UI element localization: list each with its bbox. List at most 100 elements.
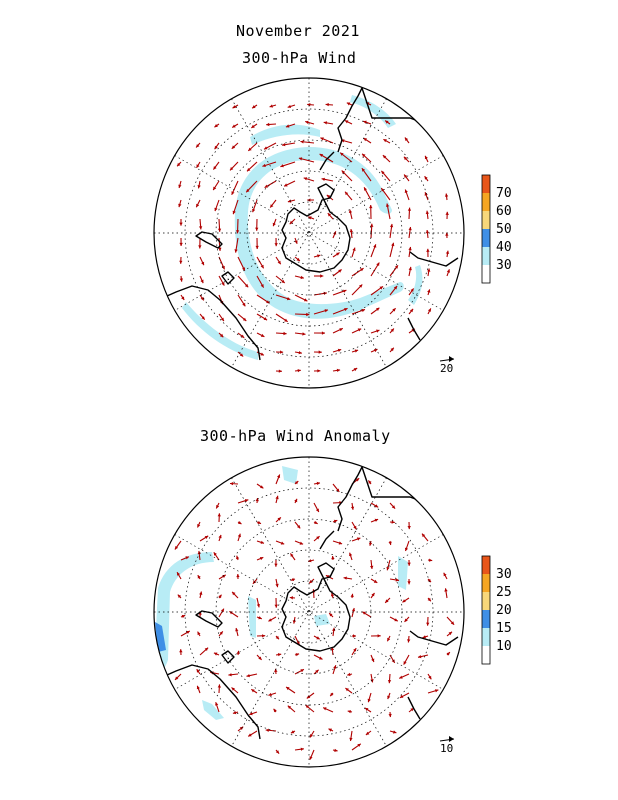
wind-vector-head xyxy=(385,203,390,207)
wind-vector-head xyxy=(306,695,311,699)
wind-vector-head xyxy=(234,249,238,253)
wind-vector-head xyxy=(425,210,429,214)
wind-vector-head xyxy=(265,728,269,732)
wind-vector-head xyxy=(349,552,353,557)
wind-vector-head xyxy=(391,659,395,663)
wind-vector-head xyxy=(315,508,319,512)
wind-vector-head xyxy=(317,369,321,373)
wind-vector-head xyxy=(364,187,367,191)
wind-vector-head xyxy=(357,328,362,332)
wind-vector-head xyxy=(343,289,347,293)
wind-vector-head xyxy=(353,648,357,652)
wind-colorbar-70 xyxy=(482,175,490,193)
wind-vector-head xyxy=(252,105,256,109)
anomaly-shading xyxy=(154,466,408,720)
wind-vector-head xyxy=(197,575,201,579)
wind-vector-head xyxy=(239,353,244,357)
wind-vector-head xyxy=(255,227,259,231)
wind-vector-head xyxy=(235,628,239,632)
anomaly-coastlines xyxy=(157,466,459,740)
wind-vector-head xyxy=(242,317,247,321)
wind-vector-head xyxy=(287,104,292,108)
wind-vector-head xyxy=(367,698,371,703)
wind-vector-head xyxy=(231,191,235,195)
wind-vector-head xyxy=(204,647,209,651)
wind-vector-head xyxy=(365,707,369,711)
anomaly-colorbar-15 xyxy=(482,610,490,628)
wind-vector-head xyxy=(275,635,279,640)
wind-vector-head xyxy=(268,692,272,697)
wind-vector-head xyxy=(370,223,374,227)
wind-jet-band xyxy=(234,147,404,319)
wind-vector-head xyxy=(277,260,281,265)
wind-vector-head xyxy=(379,286,383,290)
antarctica-coast xyxy=(281,183,351,273)
wind-map: 20 70 60 50 40 30 xyxy=(153,77,512,389)
wind-vector-head xyxy=(368,542,373,546)
wind-vector-head xyxy=(428,558,433,562)
wind-vector-head xyxy=(231,145,236,149)
wind-vector-head xyxy=(277,517,281,521)
anomaly-band-west xyxy=(154,552,214,673)
wind-vector-head xyxy=(408,266,412,271)
wind-vector-head xyxy=(280,350,284,354)
wind-vector-head xyxy=(363,138,367,142)
wind-vector-head xyxy=(318,350,322,354)
new-zealand-coast-anomaly xyxy=(195,610,223,628)
wind-colorbar-50 xyxy=(482,211,490,229)
wind-vector-head xyxy=(357,743,361,747)
wind-vector-head xyxy=(196,144,200,148)
wind-vector-head xyxy=(275,583,279,588)
wind-vector-head xyxy=(353,525,357,530)
wind-vector-head xyxy=(410,708,414,712)
wind-vector-head xyxy=(251,124,255,128)
wind-vector-head xyxy=(404,137,409,141)
wind-vector-head xyxy=(346,102,351,106)
wind-vector-head xyxy=(330,647,335,651)
wind-colorbar-30 xyxy=(482,247,490,265)
wind-vector-head xyxy=(249,712,253,716)
wind-vector-head xyxy=(445,211,449,215)
wind-vector-head xyxy=(287,705,292,709)
wind-vector-head xyxy=(294,498,298,503)
wind-colorbar-tick-30: 30 xyxy=(496,258,512,273)
wind-vector-head xyxy=(175,676,179,680)
wind-vector-head xyxy=(258,656,262,660)
wind-vector-head xyxy=(349,229,353,233)
wind-vector-head xyxy=(260,333,265,337)
wind-vector-head xyxy=(283,331,287,336)
wind-vector-head xyxy=(306,312,310,317)
anomaly-map-boundary xyxy=(153,456,465,768)
wind-vector-head xyxy=(309,756,313,760)
wind-colorbar-tick-50: 50 xyxy=(496,222,512,237)
wind-vector-head xyxy=(385,120,389,124)
wind-vector-head xyxy=(394,618,398,622)
wind-vector-head xyxy=(186,631,190,634)
wind-vector-head xyxy=(197,631,201,636)
wind-vector-head xyxy=(327,213,332,217)
wind-vector-head xyxy=(444,193,449,197)
wind-vector-head xyxy=(381,170,385,175)
wind-vector-head xyxy=(201,261,205,266)
wind-vector-head xyxy=(232,124,236,128)
wind-vector-head xyxy=(217,684,221,688)
wind-vector-head xyxy=(352,247,356,251)
wind-vector-head xyxy=(297,525,301,529)
wind-vector-head xyxy=(317,254,321,258)
wind-vector-head xyxy=(410,288,414,292)
wind-vector-head xyxy=(315,669,319,674)
wind-vector-head xyxy=(316,536,320,540)
wind-vector-head xyxy=(235,230,240,234)
wind-vector-head xyxy=(339,328,343,332)
wind-vector-head xyxy=(361,308,365,313)
wind-vector-head xyxy=(391,242,395,247)
wind-vector-head xyxy=(325,575,330,579)
wind-vector-head xyxy=(319,154,324,157)
wind-vector-head xyxy=(217,228,222,232)
africa-coast-anomaly xyxy=(409,630,459,646)
wind-vector-head xyxy=(359,284,363,288)
wind-vector-head xyxy=(218,594,222,599)
wind-vector-head xyxy=(353,368,358,372)
wind-vector-head xyxy=(294,481,299,485)
wind-vector-head xyxy=(262,634,266,638)
